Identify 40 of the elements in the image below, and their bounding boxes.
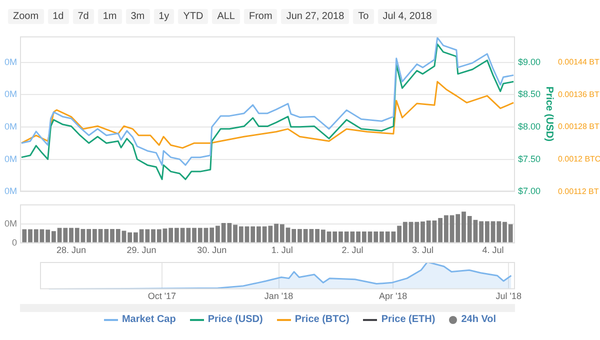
y-axis-title: Price (USD) — [543, 86, 554, 142]
x-tick-label: 28. Jun — [56, 245, 86, 256]
y-tick-label: $7.50 — [518, 154, 541, 164]
y-tick-label: $9.00 — [518, 56, 541, 67]
text: 1d — [48, 8, 69, 24]
text: 7d — [72, 8, 94, 24]
y-tick-label: $7.00 — [518, 186, 541, 196]
y-tick-label: $8.00 — [518, 121, 541, 132]
x-tick-label: Jan '18 — [264, 291, 294, 302]
text: 1m — [98, 8, 122, 24]
text: YTD — [178, 8, 208, 24]
x-tick-label: Oct '17 — [148, 291, 176, 302]
y-tick-label: $8.50 — [518, 89, 541, 100]
legend-label: Market Cap — [122, 314, 176, 325]
text: To — [353, 8, 374, 24]
x-tick-label: 4. Jul — [482, 245, 504, 256]
legend-label: Price (ETH) — [381, 314, 436, 325]
legend-label: Price (BTC) — [294, 314, 350, 325]
x-tick-label: Apr '18 — [378, 291, 408, 302]
text: 1y — [154, 8, 174, 24]
text: From — [244, 8, 278, 24]
text: Jul 4, 2018 — [378, 8, 437, 24]
text: Jun 27, 2018 — [281, 8, 350, 24]
y2-tick-label: 0.00112 BT — [558, 186, 599, 196]
legend-label: Price (USD) — [208, 314, 263, 325]
text: Zoom — [8, 8, 44, 24]
y2-tick-label: 0.00136 BT — [558, 90, 600, 99]
x-tick-label: 30. Jun — [197, 245, 227, 256]
x-tick-label: 3. Jul — [412, 245, 434, 256]
text: ALL — [212, 8, 240, 24]
y-tick-label: 0 — [12, 238, 17, 248]
x-tick-label: Jul '18 — [496, 291, 522, 302]
x-tick-label: 1. Jul — [271, 245, 293, 256]
y2-tick-label: 0.0012 BTC — [558, 154, 600, 164]
text: 3m — [126, 8, 150, 24]
x-tick-label: 2. Jul — [342, 245, 364, 256]
legend-label: 24h Vol — [461, 314, 496, 325]
y2-tick-label: 0.00144 BT — [558, 57, 600, 66]
x-tick-label: 29. Jun — [126, 245, 156, 256]
y2-tick-label: 0.00128 BT — [558, 122, 600, 132]
